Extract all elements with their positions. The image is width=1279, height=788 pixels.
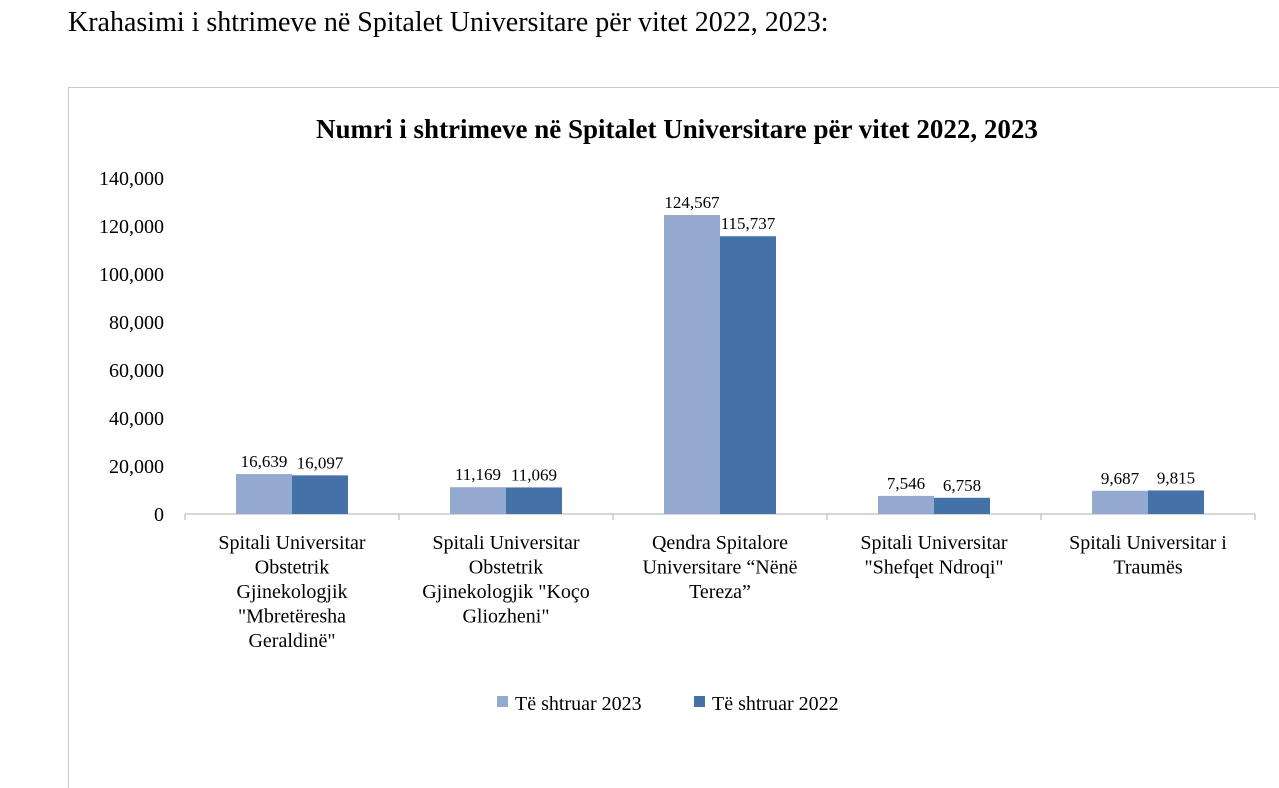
x-axis (184, 513, 1256, 520)
bar-chart: Numri i shtrimeve në Spitalet Universita… (99, 114, 1256, 715)
category-label-line: Spitali Universitar i (1069, 532, 1227, 554)
category-label: Spitali Universitar Obstetrik Gjinekologji… (422, 532, 590, 628)
page-heading: Krahasimi i shtrimeve në Spitalet Univer… (68, 7, 829, 38)
category-labels: Spitali Universitar Obstetrik Gjinekologji… (218, 532, 1227, 652)
y-tick-label: 20,000 (109, 456, 164, 478)
category-label-line: "Mbretëresha (238, 606, 346, 628)
category-label-line: Spitali Universitar (432, 532, 580, 554)
category-label-line: Gjinekologjik "Koço (422, 581, 590, 603)
chart-container (68, 87, 1279, 788)
bar-2022 (506, 487, 562, 514)
legend-swatch-2022 (694, 696, 705, 707)
category-label: Qendra Spitalore Universitare “Nënë Tereza… (643, 532, 798, 603)
data-label: 115,737 (721, 214, 776, 233)
y-tick-label: 80,000 (109, 312, 164, 334)
y-tick-label: 60,000 (109, 360, 164, 382)
category-label-line: Tereza” (689, 581, 751, 603)
data-label: 9,687 (1101, 469, 1140, 488)
category-label: Spitali Universitar Obstetrik Gjinekologji… (218, 532, 366, 652)
category-label-line: Spitali Universitar (860, 532, 1008, 554)
data-label: 124,567 (664, 193, 720, 212)
y-tick-label: 140,000 (99, 168, 164, 190)
bar-2022 (292, 475, 348, 514)
data-label: 7,546 (887, 474, 925, 493)
category-label-line: Qendra Spitalore (652, 532, 788, 554)
legend-swatch-2023 (497, 696, 508, 707)
bar-2023 (236, 474, 292, 514)
category-label-line: Universitare “Nënë (643, 557, 798, 579)
category-label: Spitali Universitar i Traumës (1069, 532, 1227, 579)
y-tick-label: 120,000 (99, 216, 164, 238)
bars (236, 215, 1204, 515)
data-label: 6,758 (943, 476, 981, 495)
category-label: Spitali Universitar "Shefqet Ndroqi" (860, 532, 1008, 579)
legend: Të shtruar 2023 Të shtruar 2022 (497, 693, 839, 715)
category-label-line: Gliozheni" (462, 606, 549, 628)
category-label-line: "Shefqet Ndroqi" (864, 557, 1003, 579)
category-label-line: Obstetrik (469, 557, 543, 579)
data-label: 16,639 (241, 452, 288, 471)
data-label: 11,069 (511, 465, 557, 484)
bar-2023 (878, 495, 934, 514)
data-label: 16,097 (297, 453, 344, 472)
bar-2023 (1092, 490, 1148, 514)
bar-2022 (1148, 490, 1204, 514)
y-tick-label: 40,000 (109, 408, 164, 430)
data-label: 11,169 (455, 465, 501, 484)
category-label-line: Spitali Universitar (218, 532, 366, 554)
bar-2022 (720, 236, 776, 514)
y-tick-label: 0 (154, 504, 164, 526)
category-label-line: Geraldinë" (248, 630, 335, 652)
y-axis: 0 20,000 40,000 60,000 80,000 100,000 120,000 1… (99, 168, 164, 526)
legend-label-2023: Të shtruar 2023 (515, 693, 642, 715)
category-label-line: Traumës (1113, 557, 1182, 579)
legend-label-2022: Të shtruar 2022 (712, 693, 839, 715)
category-label-line: Obstetrik (255, 557, 329, 579)
bar-2022 (934, 497, 990, 514)
bar-2023 (450, 487, 506, 514)
data-label: 9,815 (1157, 468, 1195, 487)
chart-title: Numri i shtrimeve në Spitalet Universita… (316, 114, 1038, 144)
data-labels: 16,639 11,169 124,567 7,546 9,687 16,097 11,06… (241, 193, 1196, 495)
category-label-line: Gjinekologjik (236, 581, 347, 603)
bar-2023 (664, 215, 720, 515)
y-tick-label: 100,000 (99, 264, 164, 286)
